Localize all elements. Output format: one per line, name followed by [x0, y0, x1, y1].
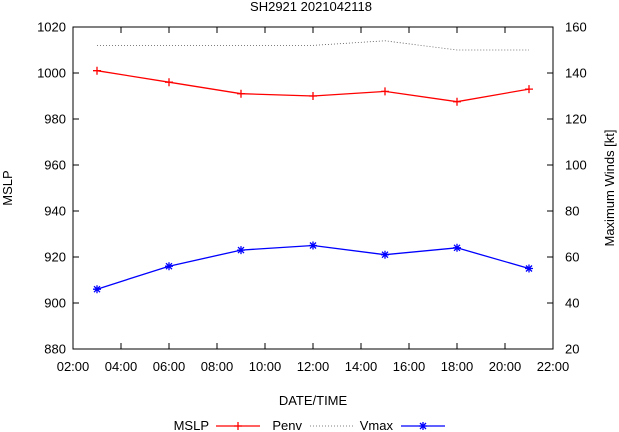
y-tick-label: 900: [44, 296, 66, 311]
point-penv: [381, 87, 389, 96]
y2-axis-label: Maximum Winds [kt]: [602, 129, 617, 246]
point-penv: [525, 85, 533, 94]
legend: MSLP Penv Vmax: [174, 418, 445, 432]
y2-tick-label: 60: [565, 250, 579, 265]
x-tick-label: 18:00: [441, 359, 474, 374]
legend-marker-vmax: [419, 422, 427, 430]
point-penv: [165, 78, 173, 87]
x-tick-label: 12:00: [297, 359, 330, 374]
series-line-unnamed: [97, 40, 529, 51]
series-layer: [93, 40, 533, 294]
chart-title: SH2921 2021042118: [250, 0, 372, 14]
point-vmax: [237, 246, 245, 255]
legend-marker-penv: [234, 422, 242, 430]
point-penv: [93, 66, 101, 75]
x-tick-label: 02:00: [57, 359, 90, 374]
y-axis-label: MSLP: [0, 170, 15, 205]
y-tick-label: 960: [44, 158, 66, 173]
point-vmax: [309, 241, 317, 250]
point-vmax: [453, 243, 461, 252]
x-tick-label: 06:00: [153, 359, 186, 374]
point-vmax: [525, 264, 533, 273]
x-tick-label: 10:00: [249, 359, 282, 374]
x-tick-label: 16:00: [393, 359, 426, 374]
y2-tick-label: 80: [565, 204, 579, 219]
x-tick-label: 08:00: [201, 359, 234, 374]
plot-frame: [72, 26, 554, 350]
y2-tick-label: 40: [565, 296, 579, 311]
y2-tick-label: 140: [565, 66, 587, 81]
y2-tick-label: 100: [565, 158, 587, 173]
y-tick-label: 1020: [37, 20, 66, 35]
legend-title: MSLP: [174, 418, 209, 432]
series-line-vmax: [96, 244, 530, 290]
y2-tick-label: 120: [565, 112, 587, 127]
point-penv: [237, 89, 245, 98]
point-penv: [309, 92, 317, 100]
y2-tick-label: 160: [565, 20, 587, 35]
point-penv: [453, 97, 461, 106]
y-tick-label: 880: [44, 342, 66, 357]
y-tick-label: 980: [44, 112, 66, 127]
point-vmax: [165, 262, 173, 271]
y2-tick-label: 20: [565, 342, 579, 357]
point-vmax: [93, 285, 101, 294]
x-axis-label: DATE/TIME: [279, 393, 348, 408]
x-tick-label: 04:00: [105, 359, 138, 374]
y-tick-label: 1000: [37, 66, 66, 81]
legend-label-vmax: Vmax: [360, 418, 394, 432]
point-vmax: [381, 250, 389, 259]
axes: 02:00 04:00 06:00 08:00 10:00 12:00 14:00 16:00…: [37, 20, 587, 375]
x-tick-label: 20:00: [489, 359, 522, 374]
y-tick-label: 940: [44, 204, 66, 219]
y-tick-label: 920: [44, 250, 66, 265]
x-tick-label: 22:00: [537, 359, 570, 374]
x-tick-label: 14:00: [345, 359, 378, 374]
legend-label-penv: Penv: [272, 418, 302, 432]
